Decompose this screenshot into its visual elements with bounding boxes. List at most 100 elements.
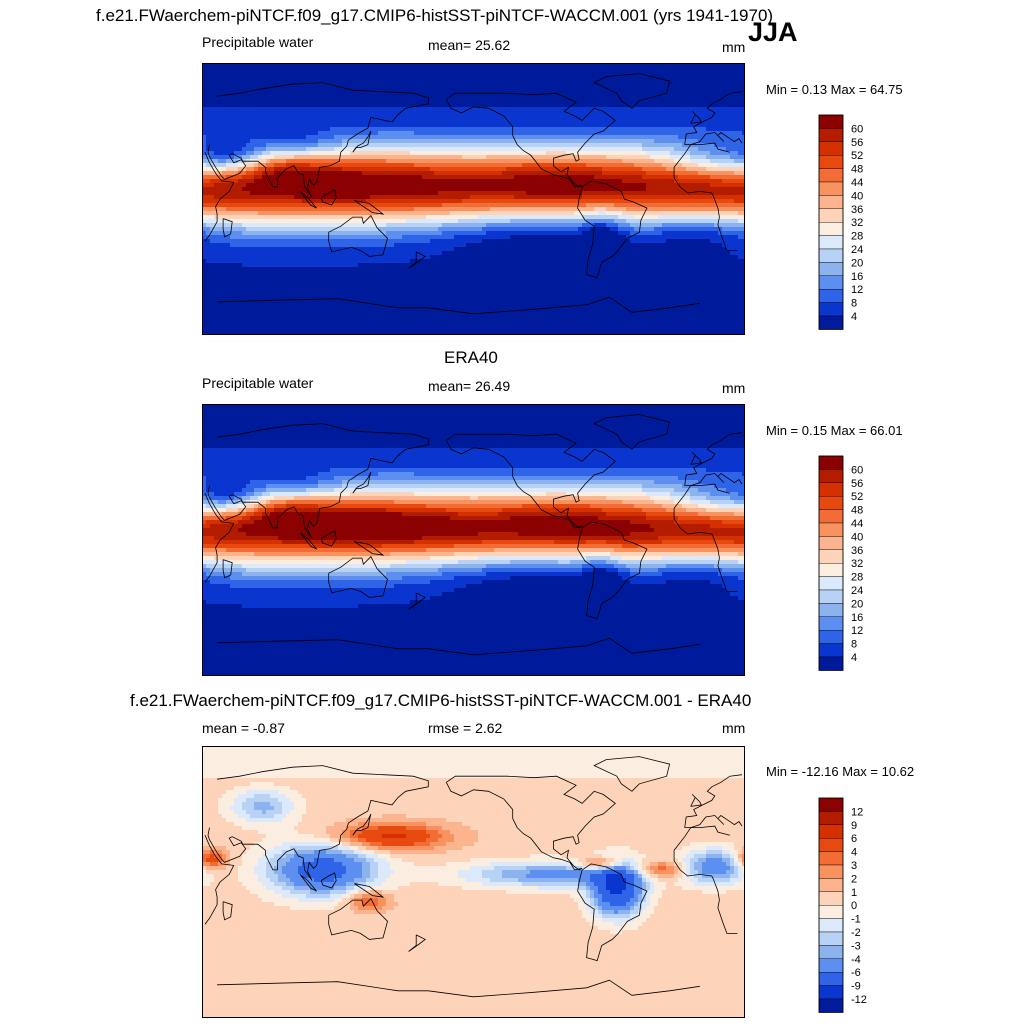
field-cell: [666, 143, 671, 148]
field-cell: [274, 151, 279, 156]
field-cell: [298, 67, 303, 72]
field-cell: [726, 183, 731, 188]
field-cell: [562, 91, 567, 96]
field-cell: [638, 127, 643, 132]
field-cell: [234, 99, 239, 104]
field-cell: [642, 175, 647, 180]
field-cell: [538, 79, 543, 84]
field-cell: [214, 147, 219, 152]
field-cell: [374, 187, 379, 192]
field-cell: [334, 127, 339, 132]
field-cell: [578, 199, 583, 204]
field-cell: [366, 151, 371, 156]
field-cell: [654, 119, 659, 124]
field-cell: [234, 151, 239, 156]
field-cell: [222, 79, 227, 84]
field-cell: [422, 159, 427, 164]
field-cell: [502, 147, 507, 152]
field-cell: [246, 195, 251, 200]
field-cell: [482, 203, 487, 208]
field-cell: [202, 87, 207, 92]
field-cell: [310, 123, 315, 128]
field-cell: [678, 159, 683, 164]
field-cell: [210, 95, 215, 100]
field-cell: [510, 147, 515, 152]
field-cell: [706, 159, 711, 164]
field-cell: [454, 159, 459, 164]
field-cell: [446, 91, 451, 96]
field-cell: [370, 159, 375, 164]
field-cell: [634, 75, 639, 80]
field-cell: [466, 203, 471, 208]
field-cell: [586, 115, 591, 120]
field-cell: [558, 103, 563, 108]
field-cell: [314, 191, 319, 196]
field-cell: [566, 107, 571, 112]
field-cell: [282, 159, 287, 164]
field-cell: [358, 135, 363, 140]
field-cell: [714, 119, 719, 124]
field-cell: [362, 151, 367, 156]
field-cell: [322, 115, 327, 120]
field-cell: [234, 115, 239, 120]
field-cell: [430, 199, 435, 204]
field-cell: [354, 111, 359, 116]
field-cell: [314, 107, 319, 112]
field-cell: [362, 111, 367, 116]
field-cell: [482, 95, 487, 100]
field-cell: [450, 131, 455, 136]
field-cell: [254, 167, 259, 172]
field-cell: [498, 67, 503, 72]
field-cell: [454, 131, 459, 136]
field-cell: [598, 195, 603, 200]
field-cell: [586, 195, 591, 200]
field-cell: [678, 151, 683, 156]
field-cell: [254, 143, 259, 148]
field-cell: [614, 87, 619, 92]
field-cell: [346, 143, 351, 148]
field-cell: [734, 95, 739, 100]
field-cell: [454, 99, 459, 104]
field-cell: [342, 159, 347, 164]
field-cell: [418, 151, 423, 156]
field-cell: [374, 127, 379, 132]
field-cell: [202, 75, 207, 80]
field-cell: [370, 139, 375, 144]
field-cell: [590, 155, 595, 160]
field-cell: [250, 103, 255, 108]
field-cell: [470, 199, 475, 204]
field-cell: [394, 155, 399, 160]
field-cell: [678, 179, 683, 184]
field-cell: [378, 95, 383, 100]
field-cell: [682, 131, 687, 136]
field-cell: [554, 143, 559, 148]
field-cell: [534, 119, 539, 124]
field-cell: [578, 127, 583, 132]
field-cell: [322, 159, 327, 164]
field-cell: [722, 103, 727, 108]
field-cell: [650, 163, 655, 168]
field-cell: [326, 187, 331, 192]
field-cell: [422, 131, 427, 136]
field-cell: [602, 103, 607, 108]
field-cell: [550, 159, 555, 164]
field-cell: [722, 71, 727, 76]
field-cell: [574, 111, 579, 116]
field-cell: [298, 175, 303, 180]
field-cell: [390, 175, 395, 180]
field-cell: [246, 71, 251, 76]
field-cell: [662, 199, 667, 204]
field-cell: [310, 187, 315, 192]
field-cell: [662, 83, 667, 88]
field-cell: [258, 95, 263, 100]
field-cell: [550, 75, 555, 80]
field-cell: [686, 159, 691, 164]
field-cell: [582, 207, 587, 212]
field-cell: [386, 95, 391, 100]
field-cell: [462, 131, 467, 136]
field-cell: [506, 179, 511, 184]
field-cell: [654, 79, 659, 84]
field-cell: [318, 87, 323, 92]
field-cell: [330, 187, 335, 192]
field-cell: [406, 111, 411, 116]
